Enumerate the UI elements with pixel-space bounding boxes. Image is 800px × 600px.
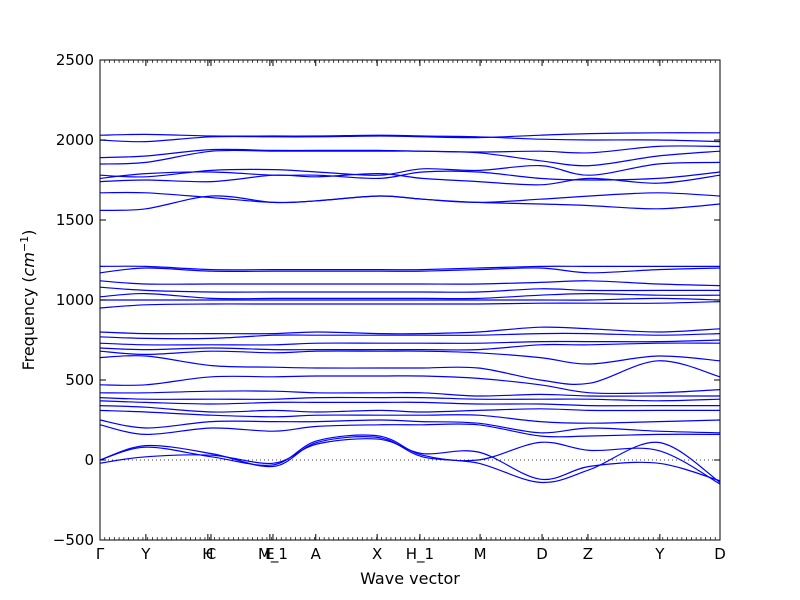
y-axis-label: Frequency (cm−1) (18, 230, 39, 371)
band-line-5 (99, 161, 721, 178)
y-axis-label-close: ) (19, 230, 38, 236)
band-line-7 (99, 172, 721, 186)
y-tick-label: 2000 (56, 131, 94, 149)
x-tick-label: H (202, 545, 213, 563)
band-line-2 (99, 133, 721, 143)
y-tick-label: 1500 (56, 211, 94, 229)
x-tick-label: Γ (96, 545, 105, 563)
y-tick-label: 0 (84, 451, 94, 469)
x-tick-label: M_1 (258, 545, 288, 564)
band-line-33 (99, 438, 721, 482)
band-line-29 (99, 419, 721, 434)
x-tick-label: H_1 (406, 545, 434, 564)
x-tick-label: E (265, 545, 274, 563)
x-tick-label: Y (654, 545, 665, 563)
band-line-28 (99, 409, 721, 424)
x-tick-label: D (536, 545, 548, 563)
x-tick-label: Y (140, 545, 151, 563)
band-line-19 (99, 339, 721, 346)
band-line-1 (99, 132, 721, 143)
band-line-3 (99, 145, 721, 159)
x-tick-label: D (714, 545, 726, 563)
y-tick-label: −500 (53, 531, 94, 549)
band-line-22 (99, 355, 721, 386)
band-line-25 (99, 396, 721, 402)
band-line-9 (99, 195, 721, 211)
axis-ticks (99, 59, 721, 541)
band-line-16 (99, 301, 721, 309)
y-tick-label: 2500 (56, 51, 94, 69)
band-line-13 (99, 286, 720, 293)
y-tick-label: 1000 (56, 291, 94, 309)
x-tick-label: X (372, 545, 382, 563)
band-line-23 (99, 375, 721, 395)
band-line-14 (99, 292, 721, 300)
y-axis-label-unit-exp: −1 (18, 236, 31, 252)
band-line-30 (99, 423, 721, 438)
band-lines (99, 132, 721, 485)
band-line-26 (99, 400, 720, 407)
band-line-27 (99, 405, 720, 413)
y-tick-label: 500 (65, 371, 94, 389)
x-tick-label: C (206, 545, 216, 563)
x-tick-label: Z (583, 545, 593, 563)
band-line-10 (99, 265, 720, 271)
x-axis-label: Wave vector (360, 569, 460, 588)
band-line-21 (99, 350, 721, 365)
band-line-6 (99, 170, 721, 181)
band-line-24 (99, 390, 720, 397)
band-line-18 (99, 332, 721, 340)
band-line-17 (99, 326, 721, 335)
y-tick-labels: −500 0 500 1000 1500 2000 2500 (53, 51, 94, 549)
y-axis-label-main: Frequency ( (19, 276, 38, 370)
x-tick-labels: Γ Y HC EM_1 A X H_1 M D Z Y D (96, 545, 726, 564)
band-line-4 (99, 149, 721, 167)
band-line-15 (99, 297, 721, 301)
band-line-12 (99, 280, 721, 287)
band-line-20 (99, 342, 721, 351)
x-tick-label: M (474, 545, 487, 563)
band-line-32 (99, 436, 721, 484)
band-line-31 (99, 434, 721, 485)
x-tick-label: A (311, 545, 322, 563)
band-line-11 (99, 267, 721, 274)
y-axis-label-unit: cm (19, 252, 38, 276)
